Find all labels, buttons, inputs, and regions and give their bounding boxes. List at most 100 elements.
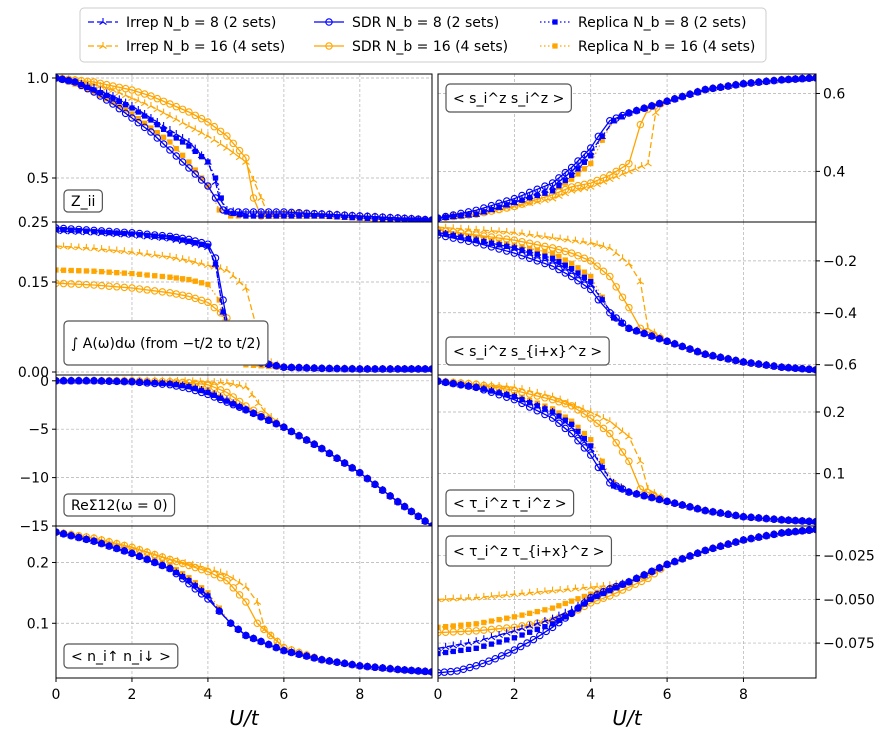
data-point — [115, 95, 124, 103]
data-point — [606, 116, 614, 125]
data-point — [191, 125, 200, 133]
data-point — [561, 424, 570, 433]
data-point — [75, 225, 83, 234]
data-point — [166, 564, 174, 573]
data-point — [235, 381, 244, 389]
data-point — [542, 607, 548, 613]
panel-label-box — [445, 83, 572, 113]
data-point — [502, 590, 511, 598]
data-point — [581, 166, 588, 172]
data-point — [91, 268, 97, 274]
data-point — [210, 136, 219, 143]
panel-label-resigma: ReΣ12(ω = 0) — [63, 493, 176, 517]
panel-taux: −0.025 −0.050 −0.075 0 2 4 6 8 U/t < τ_i^z τ_{i+x… — [434, 525, 875, 730]
data-point — [663, 497, 671, 506]
data-point — [612, 422, 621, 430]
data-point — [472, 662, 480, 670]
data-point — [618, 485, 627, 493]
data-point — [113, 228, 121, 236]
data-point — [479, 635, 488, 643]
panel-frame — [437, 525, 817, 679]
data-point — [197, 259, 206, 267]
data-point — [567, 429, 576, 438]
data-point — [229, 139, 237, 148]
data-point — [693, 88, 702, 96]
data-point — [438, 644, 442, 652]
data-point — [114, 269, 120, 276]
data-point — [732, 538, 740, 546]
data-point — [197, 151, 206, 159]
data-point — [648, 493, 656, 502]
data-point — [618, 448, 627, 456]
data-point — [518, 399, 526, 408]
data-point — [568, 598, 575, 604]
data-point — [555, 419, 563, 428]
data-point — [556, 234, 565, 242]
panel-label-box — [445, 336, 610, 366]
data-point — [173, 275, 179, 281]
legend-entry-rep16: Replica N_b = 16 (4 sets) — [540, 39, 755, 55]
panel-label-box — [63, 189, 103, 213]
data-point — [102, 96, 111, 104]
data-point — [295, 432, 303, 440]
data-point — [525, 188, 534, 197]
data-point — [68, 267, 74, 274]
data-point — [441, 595, 450, 602]
data-point — [216, 378, 225, 386]
data-point — [518, 237, 526, 246]
y-tick-label: 0.1 — [823, 467, 845, 483]
data-point — [693, 347, 702, 356]
data-point — [178, 105, 187, 114]
series-markers-sdr8 — [438, 526, 816, 677]
data-point — [280, 363, 288, 371]
data-point — [166, 126, 174, 133]
data-point — [166, 112, 174, 119]
data-point — [97, 245, 106, 253]
data-point — [588, 273, 594, 280]
data-point — [211, 254, 220, 262]
data-point — [325, 449, 334, 458]
data-point — [485, 657, 493, 665]
data-point — [561, 400, 570, 408]
data-point — [636, 457, 645, 465]
data-point — [579, 583, 587, 591]
data-point — [77, 81, 86, 90]
data-point — [593, 176, 601, 185]
data-point — [333, 454, 341, 462]
data-point — [588, 160, 594, 167]
data-point — [568, 260, 575, 267]
data-point — [185, 580, 193, 588]
data-point — [457, 381, 465, 389]
data-point — [599, 414, 608, 422]
data-point — [421, 517, 429, 525]
data-point — [548, 586, 557, 594]
data-point — [105, 282, 113, 290]
data-point — [754, 514, 763, 522]
data-point — [82, 280, 91, 289]
data-point — [636, 120, 645, 129]
data-point — [148, 125, 154, 131]
data-point — [561, 185, 570, 194]
data-point — [82, 226, 91, 234]
data-point — [386, 213, 394, 222]
data-point — [516, 642, 525, 651]
data-point — [348, 365, 356, 373]
data-point — [655, 99, 664, 108]
data-point — [593, 262, 601, 270]
data-point — [172, 115, 181, 123]
data-point — [75, 377, 83, 385]
data-point — [325, 657, 334, 665]
data-point — [724, 540, 732, 548]
data-point — [59, 530, 68, 538]
series-group — [56, 528, 432, 676]
data-point — [356, 365, 364, 373]
data-point — [141, 120, 148, 126]
data-point — [449, 211, 458, 219]
data-point — [318, 210, 326, 218]
data-point — [112, 246, 121, 254]
y-tick-label: 0.25 — [18, 215, 49, 231]
data-point — [525, 390, 534, 398]
data-point — [287, 648, 296, 657]
data-point — [580, 410, 589, 418]
data-point — [414, 512, 423, 521]
